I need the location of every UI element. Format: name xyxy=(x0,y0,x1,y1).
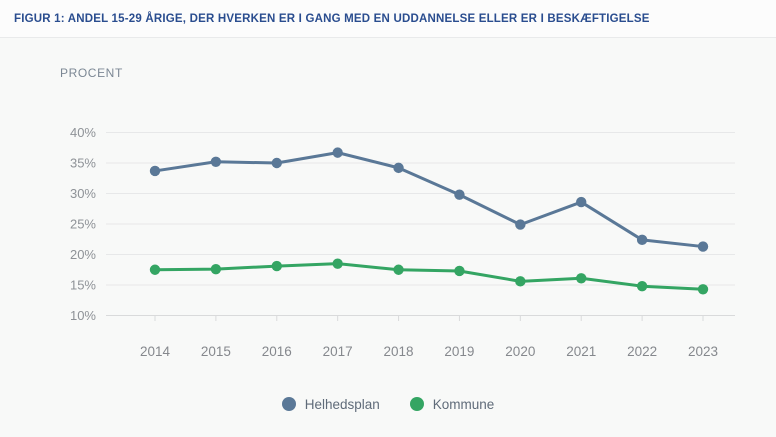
legend-item-helhedsplan[interactable]: Helhedsplan xyxy=(281,396,380,412)
x-tick-label: 2020 xyxy=(505,344,535,359)
data-point-helhedsplan-2022[interactable] xyxy=(636,234,648,246)
y-tick-label: 25% xyxy=(70,217,96,232)
data-point-helhedsplan-2015[interactable] xyxy=(210,156,222,167)
data-point-kommune-2020[interactable] xyxy=(515,276,526,287)
data-point-helhedsplan-2018[interactable] xyxy=(393,162,404,174)
data-point-helhedsplan-2014[interactable] xyxy=(149,165,161,177)
data-point-helhedsplan-2021[interactable] xyxy=(576,196,587,208)
series-line-helhedsplan xyxy=(153,151,705,249)
x-tick-label: 2018 xyxy=(384,344,414,359)
y-tick-label: 40% xyxy=(70,125,96,140)
y-tick-label: 20% xyxy=(70,247,96,262)
data-point-kommune-2014[interactable] xyxy=(149,264,161,275)
data-point-kommune-2019[interactable] xyxy=(454,265,465,277)
legend-label: Kommune xyxy=(432,396,495,412)
data-point-helhedsplan-2017[interactable] xyxy=(332,147,343,158)
x-tick-label: 2014 xyxy=(140,344,171,359)
x-tick-label: 2017 xyxy=(323,344,353,359)
legend-dot-icon xyxy=(281,397,296,411)
x-tick-label: 2022 xyxy=(627,344,657,359)
legend-label: Helhedsplan xyxy=(304,396,380,412)
x-tick-label: 2019 xyxy=(444,344,474,359)
data-point-kommune-2022[interactable] xyxy=(636,281,648,292)
data-point-kommune-2015[interactable] xyxy=(210,263,222,275)
x-tick-label: 2021 xyxy=(566,344,596,359)
data-point-kommune-2016[interactable] xyxy=(271,260,282,272)
data-point-kommune-2018[interactable] xyxy=(393,264,404,275)
y-tick-label: 15% xyxy=(70,278,96,293)
data-point-kommune-2021[interactable] xyxy=(576,273,587,284)
series-line-kommune xyxy=(153,262,705,291)
chart-legend: Helhedsplan Kommune xyxy=(0,391,776,417)
figure-header: FIGUR 1: ANDEL 15-29 ÅRIGE, DER HVERKEN … xyxy=(0,0,776,38)
figure-title: FIGUR 1: ANDEL 15-29 ÅRIGE, DER HVERKEN … xyxy=(14,12,650,25)
data-point-kommune-2023[interactable] xyxy=(697,284,709,295)
data-point-kommune-2017[interactable] xyxy=(332,258,343,269)
data-point-helhedsplan-2023[interactable] xyxy=(697,241,709,252)
x-tick-label: 2016 xyxy=(262,344,292,359)
legend-dot-icon xyxy=(409,397,424,411)
x-tick-label: 2023 xyxy=(688,344,718,359)
data-point-helhedsplan-2016[interactable] xyxy=(271,157,282,169)
y-tick-label: 35% xyxy=(70,156,96,171)
x-tick-label: 2015 xyxy=(201,344,231,359)
data-point-helhedsplan-2020[interactable] xyxy=(515,219,526,230)
y-axis-unit-label: PROCENT xyxy=(60,66,123,80)
legend-item-kommune[interactable]: Kommune xyxy=(409,396,495,412)
y-tick-label: 30% xyxy=(70,186,96,201)
y-tick-label: 10% xyxy=(70,308,96,323)
data-point-helhedsplan-2019[interactable] xyxy=(454,189,465,200)
